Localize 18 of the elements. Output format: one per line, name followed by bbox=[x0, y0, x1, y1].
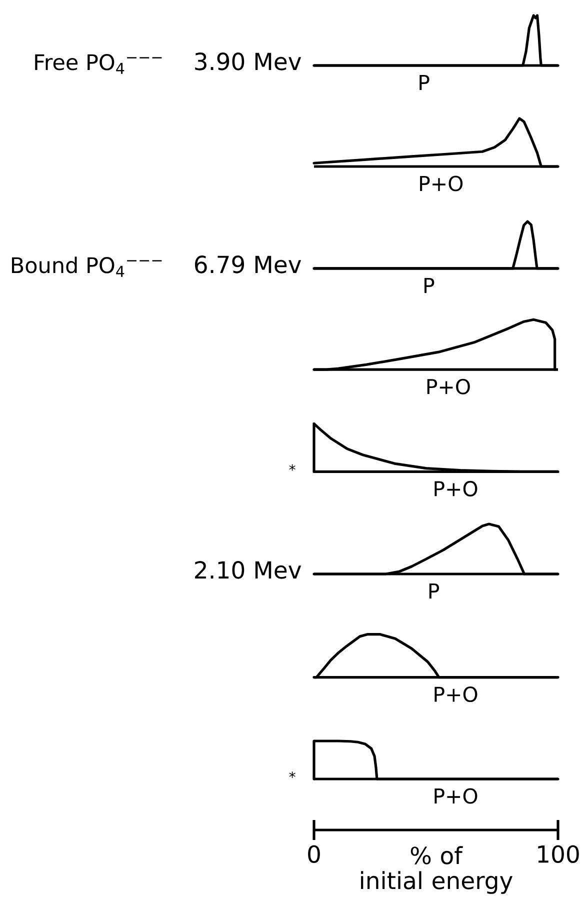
series-label: P bbox=[420, 75, 430, 90]
y-axis-title: Bound PO$_{4}$−−− bbox=[12, 256, 162, 277]
text: * bbox=[289, 464, 296, 471]
series-label: P+O bbox=[427, 378, 470, 394]
x-tick-label: 0 bbox=[308, 845, 320, 863]
series-label: P+O bbox=[434, 686, 478, 702]
series-label: P+O bbox=[420, 176, 463, 192]
text: 6.79 Mev bbox=[195, 256, 302, 274]
y-axis-title: Free PO$_{4}$−−− bbox=[35, 54, 162, 74]
x-tick-label: 100 bbox=[538, 845, 579, 863]
series-label: P+O bbox=[434, 788, 478, 804]
series-label: P+O bbox=[434, 480, 478, 496]
text: * bbox=[289, 772, 296, 778]
text: 2.10 Mev bbox=[195, 561, 302, 579]
series-label: P bbox=[429, 584, 440, 598]
text: 3.90 Mev bbox=[195, 52, 302, 70]
x-axis-title: % of initial energy bbox=[361, 846, 512, 894]
series-label: P bbox=[424, 278, 434, 293]
